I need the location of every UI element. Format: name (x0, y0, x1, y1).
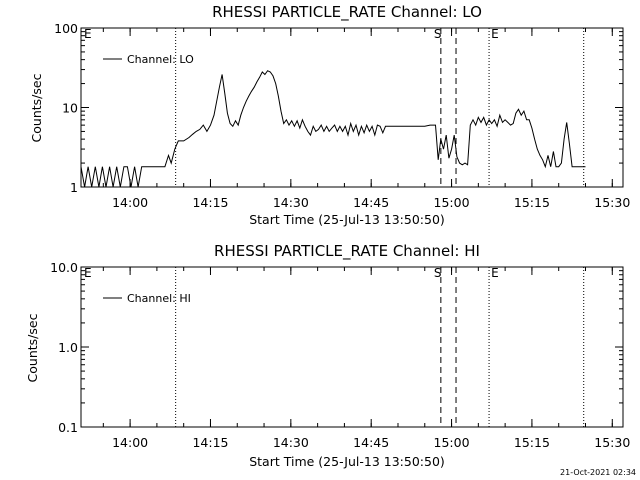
x-tick-label: 14:45 (353, 195, 389, 210)
y-axis-label: Counts/sec (29, 73, 44, 142)
x-tick-label: 14:45 (353, 435, 389, 450)
y-tick-label: 10 (62, 101, 78, 116)
x-tick-label: 14:15 (192, 435, 228, 450)
y-tick-label: 1.0 (58, 340, 78, 355)
panel-hi: RHESSI PARTICLE_RATE Channel: HI Counts/… (25, 242, 630, 469)
x-tick-label: 14:30 (273, 195, 309, 210)
annotation-marker: S (434, 27, 442, 41)
annotation-marker: E (84, 27, 92, 41)
x-axis-label: Start Time (25-Jul-13 13:50:50) (249, 212, 445, 227)
y-tick-label: 100 (54, 21, 78, 36)
chart-title: RHESSI PARTICLE_RATE Channel: LO (212, 3, 482, 22)
annotation-marker: E (491, 27, 499, 41)
chart-title: RHESSI PARTICLE_RATE Channel: HI (214, 242, 480, 261)
legend-label: Channel: LO (127, 53, 194, 66)
annotation-marker: E (491, 266, 499, 280)
x-axis-label: Start Time (25-Jul-13 13:50:50) (249, 454, 445, 469)
annotation-marker: E (84, 266, 92, 280)
plot-frame (80, 27, 624, 188)
y-axis-label: Counts/sec (25, 313, 40, 382)
x-tick-label: 15:15 (514, 195, 550, 210)
series-line (80, 70, 586, 188)
x-tick-label: 15:30 (594, 435, 630, 450)
x-tick-label: 15:00 (434, 435, 470, 450)
x-tick-label: 14:30 (273, 435, 309, 450)
x-tick-label: 14:00 (112, 435, 148, 450)
timestamp-footer: 21-Oct-2021 02:34 (560, 468, 636, 477)
x-tick-label: 15:30 (594, 195, 630, 210)
legend-label: Channel: HI (127, 292, 191, 305)
x-tick-label: 14:15 (192, 195, 228, 210)
x-tick-label: 15:00 (434, 195, 470, 210)
y-tick-label: 10.0 (50, 260, 78, 275)
y-tick-label: 0.1 (58, 420, 78, 435)
annotation-marker: S (434, 266, 442, 280)
x-tick-label: 15:15 (514, 435, 550, 450)
y-tick-label: 1 (70, 180, 78, 195)
panel-lo: RHESSI PARTICLE_RATE Channel: LO Counts/… (29, 3, 630, 227)
plot-frame (80, 266, 624, 428)
x-tick-label: 14:00 (112, 195, 148, 210)
